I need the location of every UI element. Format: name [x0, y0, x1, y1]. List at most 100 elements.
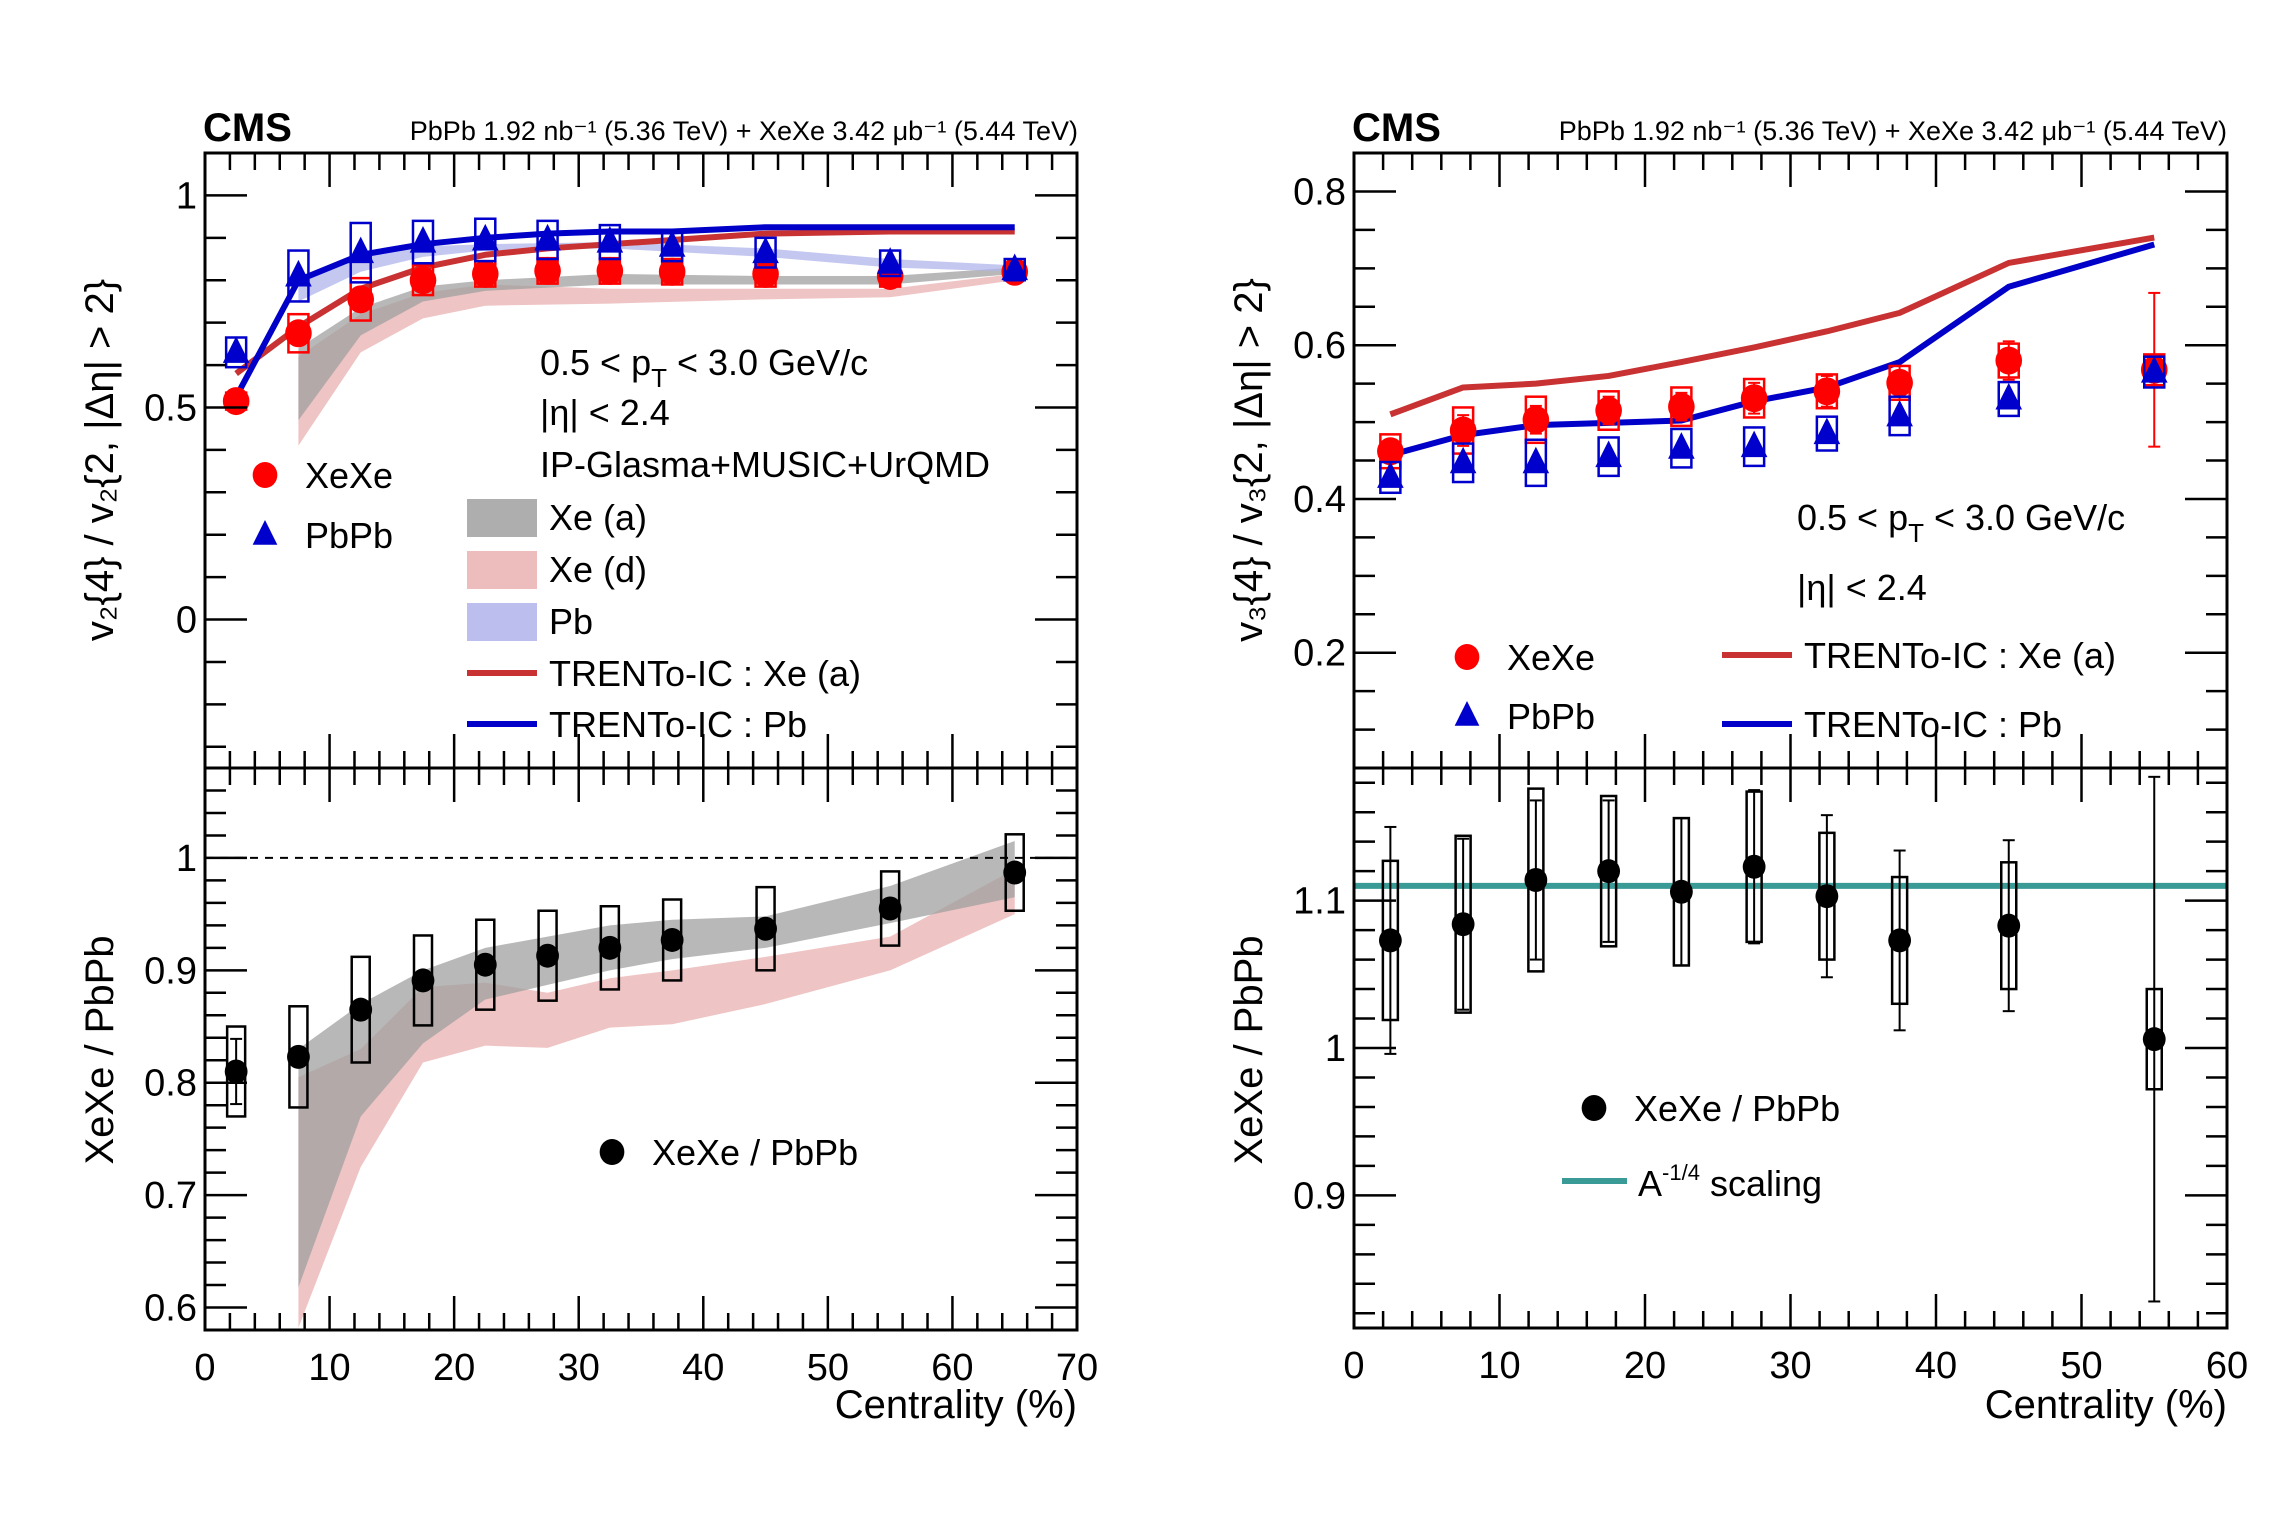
legend-trento-xe-label: TRENTo-IC : Xe (a)	[549, 653, 861, 694]
sys-error-box	[287, 249, 310, 303]
x-tick-label: 30	[1769, 1345, 1811, 1387]
data-point-pbpb	[1995, 382, 2023, 410]
data-point-xexe	[409, 266, 437, 295]
cms-label-left: CMS	[203, 106, 292, 150]
y-tick-label: 0.9	[1293, 1175, 1346, 1217]
data-point-pbpb	[2140, 355, 2168, 383]
annotation-pt-range: 0.5 < pT < 3.0 GeV/c	[540, 342, 868, 393]
legend-xexe-label: XeXe	[305, 455, 393, 496]
data-point-ratio	[1997, 913, 2021, 938]
y-tick-label: 0.5	[144, 387, 197, 429]
data-point-ratio	[754, 916, 777, 941]
data-point-xexe	[658, 257, 686, 286]
data-point-ratio	[1742, 854, 1766, 879]
cms-label-right: CMS	[1352, 106, 1441, 150]
model-band-pb	[298, 242, 1015, 302]
sys-error-box	[411, 219, 435, 265]
sys-error-box	[1742, 426, 1766, 468]
y-axis-title-v2-ratio: XeXe / PbPb	[78, 935, 122, 1164]
legend-band-xe-d-swatch	[467, 551, 537, 589]
x-tick-label: 0	[1343, 1345, 1364, 1387]
data-point-pbpb	[534, 223, 561, 251]
data-point-ratio	[598, 935, 622, 960]
sys-error-box	[1815, 415, 1839, 452]
data-point-pbpb	[752, 236, 779, 264]
data-point-pbpb	[347, 236, 375, 264]
data-point-xexe	[596, 256, 624, 285]
y-tick-label: 0.9	[144, 950, 197, 992]
annotation-model-name: IP-Glasma+MUSIC+UrQMD	[540, 444, 990, 485]
sys-error-box	[536, 219, 559, 261]
data-point-xexe	[222, 387, 250, 416]
data-point-xexe	[285, 319, 312, 348]
x-tick-label: 10	[308, 1347, 350, 1389]
x-axis-title-right: Centrality (%)	[1985, 1383, 2227, 1427]
data-point-pbpb	[1668, 432, 1695, 459]
data-point-ratio	[2142, 1027, 2166, 1052]
data-point-ratio	[1888, 928, 1912, 953]
x-tick-label: 0	[194, 1347, 215, 1389]
sys-error-box	[1524, 438, 1548, 488]
legend-trento-xe-label: TRENTo-IC : Xe (a)	[1804, 635, 2116, 676]
data-point-pbpb	[596, 225, 624, 253]
y-tick-label: 1	[176, 838, 197, 880]
lumi-label-right: PbPb 1.92 nb⁻¹ (5.36 TeV) + XeXe 3.42 μb…	[1559, 116, 2227, 146]
data-point-ratio	[287, 1044, 310, 1069]
model-line-trento-ic-xe-a-	[1389, 234, 2155, 418]
x-tick-label: 20	[1624, 1345, 1666, 1387]
legend-band-xe-a-label: Xe (a)	[549, 497, 647, 538]
data-point-xexe	[1813, 377, 1841, 406]
data-point-xexe	[1995, 346, 2023, 375]
legend-pbpb-marker	[252, 520, 278, 545]
legend-xexe-marker	[1454, 644, 1480, 670]
sys-error-box	[349, 221, 372, 284]
data-point-pbpb	[471, 223, 499, 251]
y-tick-label: 0.2	[1293, 633, 1346, 675]
data-point-pbpb	[1522, 446, 1550, 474]
lumi-label-left: PbPb 1.92 nb⁻¹ (5.36 TeV) + XeXe 3.42 μb…	[410, 116, 1078, 146]
plot-frame	[203, 766, 1079, 1332]
legend-trento-pb-label: TRENTo-IC : Pb	[1804, 704, 2062, 745]
sys-error-box	[474, 217, 497, 263]
x-tick-label: 30	[558, 1347, 600, 1389]
legend-ratio-label: XeXe / PbPb	[1634, 1088, 1840, 1129]
x-tick-label: 70	[1056, 1347, 1098, 1389]
panel-v3-ratio: 0.9 1 1.1 0 10 20 30 40 50 60 XeXe / PbPb A-1/4 sca…	[1293, 766, 2248, 1387]
legend-trento-pb-label: TRENTo-IC : Pb	[549, 704, 807, 745]
data-point-pbpb	[1740, 430, 1768, 458]
x-tick-label: 60	[2206, 1345, 2248, 1387]
x-tick-label: 10	[1478, 1345, 1520, 1387]
data-point-xexe	[1668, 392, 1695, 421]
data-point-xexe	[534, 256, 561, 285]
annotation-pt-range: 0.5 < pT < 3.0 GeV/c	[1797, 497, 2125, 548]
data-point-ratio	[1524, 868, 1548, 892]
sys-error-box	[1670, 427, 1693, 469]
panel-v2-top: 0 0.5 1 0.5 < pT < 3.0 GeV/c|η| < 2.4 IP-Gla…	[144, 151, 1079, 770]
legend-ratio-label: XeXe / PbPb	[652, 1132, 858, 1173]
data-point-pbpb	[1886, 399, 1913, 427]
legend-pbpb-label: PbPb	[305, 515, 393, 556]
x-tick-label: 50	[807, 1347, 849, 1389]
data-point-pbpb	[1377, 461, 1404, 488]
data-point-pbpb	[1595, 440, 1622, 468]
y-axis-title-v3-top: v₃{4} / v₃{2, |Δη| > 2}	[1227, 278, 1271, 642]
data-point-ratio	[660, 927, 684, 952]
legend-band-pb-label: Pb	[549, 601, 593, 642]
data-point-xexe	[1522, 405, 1550, 434]
data-point-ratio	[1003, 860, 1027, 885]
y-axis-title-v2-top: v₂{4} / v₂{2, |Δη| > 2}	[78, 279, 122, 641]
y-tick-label: 0.8	[144, 1063, 197, 1105]
data-point-ratio	[536, 943, 559, 968]
data-point-ratio	[349, 997, 373, 1022]
data-point-ratio	[878, 896, 902, 921]
data-point-pbpb	[1813, 417, 1841, 445]
data-point-pbpb	[285, 259, 312, 287]
data-point-xexe	[1886, 368, 1913, 397]
data-point-pbpb	[409, 225, 437, 253]
y-tick-label: 1	[176, 175, 197, 217]
data-point-ratio	[1451, 912, 1475, 937]
legend-ratio-marker	[1581, 1095, 1607, 1121]
plot-frame	[1352, 766, 2229, 1330]
